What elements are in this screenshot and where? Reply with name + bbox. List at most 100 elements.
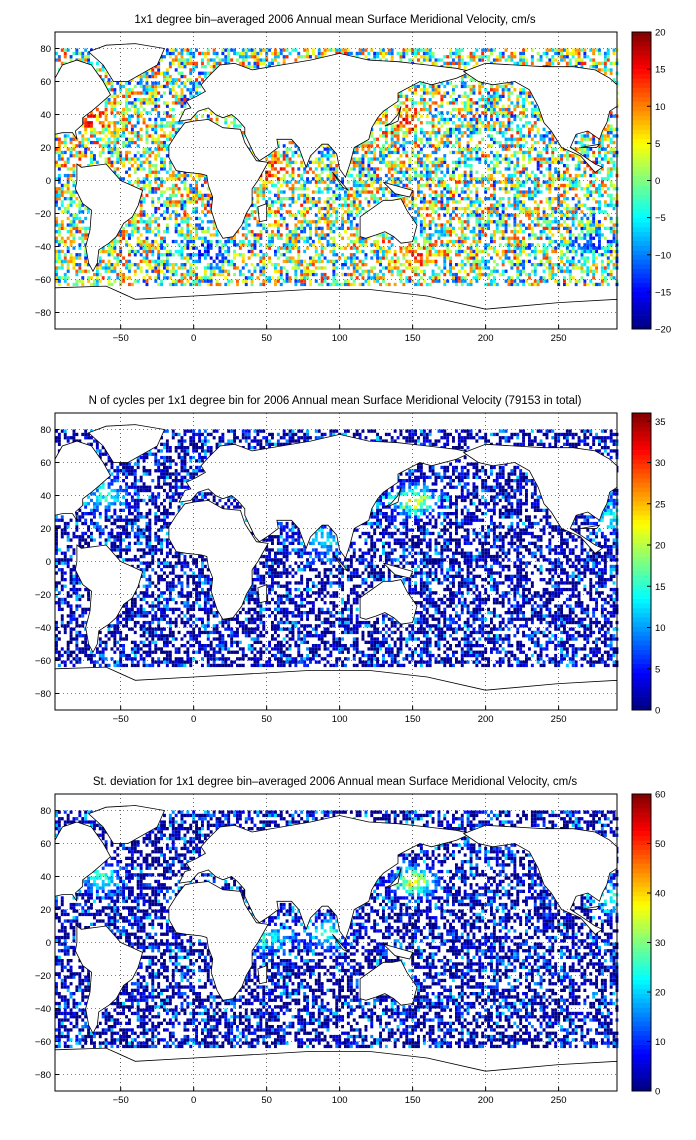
heatmap-cell: [206, 246, 210, 250]
heatmap-cell: [551, 177, 555, 181]
heatmap-cell: [72, 259, 76, 263]
heatmap-cell: [522, 246, 526, 250]
heatmap-cell: [349, 226, 353, 230]
heatmap-cell: [376, 253, 380, 257]
heatmap-cell: [247, 213, 251, 217]
heatmap-cell: [379, 269, 383, 273]
heatmap-cell: [449, 134, 453, 138]
heatmap-cell: [192, 253, 196, 257]
heatmap-cell: [417, 117, 420, 122]
heatmap-cell: [472, 233, 476, 237]
heatmap-cell: [358, 157, 362, 161]
heatmap-cell: [358, 210, 362, 214]
heatmap-cell: [443, 282, 447, 287]
heatmap-cell: [487, 223, 491, 227]
heatmap-cell: [408, 127, 412, 131]
heatmap-cell: [490, 124, 493, 128]
heatmap-cell: [405, 266, 409, 270]
heatmap-cell: [504, 187, 508, 191]
heatmap-cell: [151, 81, 155, 85]
heatmap-cell: [428, 203, 432, 207]
heatmap-cell: [379, 134, 383, 138]
heatmap-cell: [449, 259, 453, 263]
heatmap-cell: [206, 220, 210, 224]
heatmap-cell: [481, 213, 485, 217]
heatmap-cell: [384, 124, 388, 128]
heatmap-cell: [498, 200, 502, 204]
heatmap-cell: [113, 239, 117, 244]
heatmap-cell: [460, 190, 464, 194]
heatmap-cell: [84, 256, 88, 260]
heatmap-cell: [344, 279, 347, 283]
heatmap-cell: [332, 210, 336, 214]
heatmap-cell: [279, 276, 283, 280]
heatmap-cell: [463, 177, 467, 181]
heatmap-cell: [288, 203, 292, 207]
heatmap-cell: [405, 170, 409, 174]
heatmap-cell: [455, 107, 458, 112]
heatmap-cell: [609, 259, 613, 263]
heatmap-cell: [98, 111, 102, 115]
heatmap-cell: [303, 216, 307, 221]
heatmap-cell: [513, 263, 517, 267]
heatmap-cell: [66, 263, 70, 267]
heatmap-cell: [434, 164, 438, 168]
heatmap-cell: [314, 157, 318, 161]
heatmap-cell: [373, 200, 377, 204]
heatmap-cell: [536, 279, 540, 283]
heatmap-cell: [446, 121, 450, 125]
heatmap-cell: [606, 127, 610, 131]
heatmap-cell: [513, 243, 517, 247]
heatmap-cell: [431, 197, 435, 201]
heatmap-cell: [78, 203, 82, 207]
heatmap-cell: [116, 259, 120, 263]
heatmap-cell: [227, 279, 231, 283]
heatmap-cell: [98, 114, 102, 118]
heatmap-cell: [192, 84, 196, 89]
heatmap-cell: [536, 243, 540, 247]
heatmap-cell: [390, 256, 394, 260]
heatmap-cell: [504, 253, 508, 257]
heatmap-cell: [490, 236, 493, 240]
heatmap-cell: [455, 180, 458, 184]
heatmap-cell: [370, 144, 374, 148]
heatmap-cell: [60, 226, 64, 230]
heatmap-cell: [125, 243, 129, 247]
heatmap-cell: [571, 263, 575, 267]
heatmap-cell: [329, 236, 333, 240]
heatmap-cell: [198, 190, 202, 194]
heatmap-cell: [417, 164, 420, 168]
heatmap-cell: [592, 256, 596, 260]
heatmap-cell: [247, 239, 251, 244]
heatmap-cell: [352, 200, 356, 204]
heatmap-cell: [603, 276, 607, 280]
heatmap-cell: [63, 276, 67, 280]
heatmap-cell: [411, 200, 415, 204]
heatmap-cell: [528, 101, 531, 105]
heatmap-cell: [504, 220, 508, 224]
heatmap-cell: [311, 243, 315, 247]
heatmap-cell: [487, 246, 491, 250]
heatmap-cell: [379, 157, 383, 161]
heatmap-cell: [320, 266, 324, 270]
heatmap-cell: [110, 101, 114, 105]
heatmap-cell: [133, 249, 137, 254]
heatmap-cell: [276, 233, 280, 237]
heatmap-cell: [387, 246, 391, 250]
heatmap-cell: [384, 121, 388, 125]
heatmap-cell: [455, 279, 458, 283]
heatmap-cell: [60, 140, 64, 145]
heatmap-cell: [297, 147, 301, 151]
heatmap-cell: [57, 140, 61, 145]
heatmap-cell: [201, 279, 204, 283]
heatmap-cell: [536, 131, 540, 135]
heatmap-cell: [335, 216, 339, 221]
heatmap-cell: [107, 164, 111, 168]
heatmap-cell: [116, 263, 120, 267]
heatmap-cell: [276, 223, 280, 227]
heatmap-cell: [128, 263, 131, 267]
heatmap-cell: [513, 233, 517, 237]
heatmap-cell: [548, 157, 552, 161]
heatmap-cell: [501, 114, 505, 118]
heatmap-cell: [525, 193, 528, 197]
